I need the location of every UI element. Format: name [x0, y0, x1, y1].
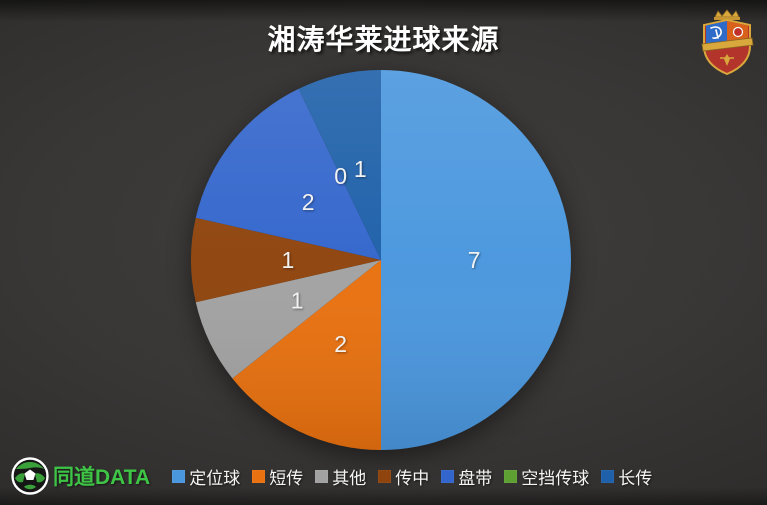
legend-item-5: 空挡传球 [504, 464, 589, 489]
legend-label: 盘带 [458, 468, 493, 488]
legend-swatch-icon [252, 469, 266, 483]
legend-item-2: 其他 [315, 464, 366, 489]
pie-data-label-3: 1 [282, 247, 295, 273]
legend-swatch-icon [441, 469, 455, 483]
legend-label: 定位球 [189, 468, 241, 488]
pie-data-label-6: 1 [354, 156, 367, 182]
legend-label: 其他 [332, 468, 367, 488]
legend-swatch-icon [172, 469, 186, 483]
soccer-ball-globe-icon [11, 457, 49, 495]
legend-swatch-icon [315, 469, 329, 483]
brand: 同道DATA [10, 456, 150, 496]
legend-item-1: 短传 [252, 464, 303, 489]
footer-bar: 同道DATA 定位球 短传 其他 传中 盘带 空挡传球 长传 [0, 453, 767, 499]
legend-swatch-icon [504, 469, 518, 483]
pie-data-label-4: 2 [302, 189, 315, 215]
legend-label: 空挡传球 [521, 468, 590, 488]
pie-data-label-1: 2 [334, 331, 347, 357]
pie-data-label-5: 0 [334, 163, 347, 189]
legend-label: 传中 [395, 468, 430, 488]
legend-item-0: 定位球 [172, 464, 240, 489]
legend-item-4: 盘带 [441, 464, 492, 489]
pie-data-label-0: 7 [468, 247, 481, 273]
legend-item-6: 长传 [601, 464, 652, 489]
legend-swatch-icon [601, 469, 615, 483]
legend-label: 长传 [618, 468, 653, 488]
chart-title: 湘涛华莱进球来源 [267, 24, 500, 55]
club-crest-icon [701, 9, 754, 76]
legend-swatch-icon [378, 469, 392, 483]
legend-item-3: 传中 [378, 464, 429, 489]
chart-legend: 定位球 短传 其他 传中 盘带 空挡传球 长传 [172, 464, 652, 489]
pie-data-label-2: 1 [291, 287, 304, 313]
legend-label: 短传 [269, 468, 304, 488]
brand-name: 同道DATA [53, 466, 151, 489]
pie-gloss-overlay [191, 70, 571, 450]
